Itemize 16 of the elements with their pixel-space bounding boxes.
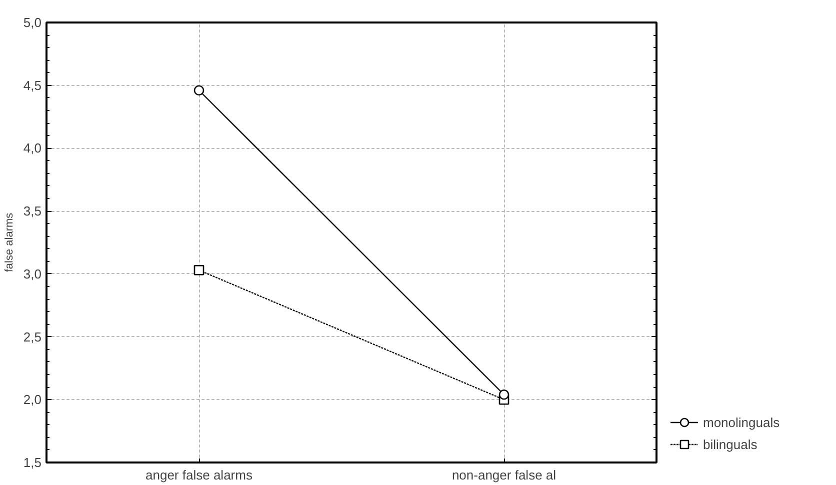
point [194, 85, 204, 96]
y-tick-label: 5,0 [23, 15, 42, 30]
y-tick-label: 2,0 [23, 392, 42, 408]
y-tick-label: 4,5 [23, 78, 42, 93]
y-tick-label: 3,5 [23, 204, 42, 219]
y-tick-label: 1,5 [23, 455, 42, 470]
y-tick-label: 4,0 [23, 140, 42, 156]
legend-label: monolinguals [703, 414, 780, 430]
x-tick-label: non-anger false al [452, 468, 556, 482]
y-tick-label: 2,5 [23, 329, 42, 344]
x-tick-label: anger false alarms [146, 468, 253, 482]
y-tick-label: 3,0 [23, 266, 42, 282]
point [194, 265, 204, 276]
legend-label: bilinguals [703, 436, 758, 452]
point [498, 389, 510, 400]
y-axis-title: false alarms [3, 212, 16, 272]
